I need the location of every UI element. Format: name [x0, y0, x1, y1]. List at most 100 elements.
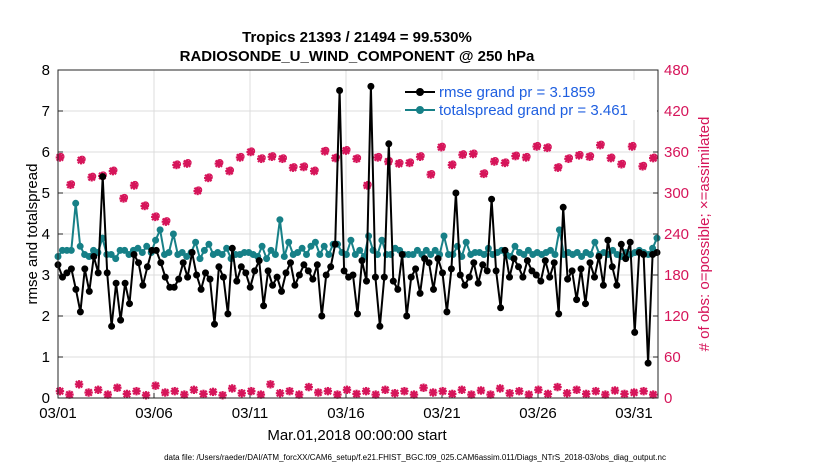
obs-assimilated-marker: [140, 201, 149, 211]
rmse-point: [211, 320, 218, 328]
rmse-point: [202, 269, 209, 277]
rmse-point: [67, 265, 75, 273]
obs-assimilated-marker: [199, 389, 208, 399]
rmse-point: [367, 82, 375, 90]
y-tick-label-right: 240: [664, 226, 689, 243]
totalspread-point: [325, 251, 333, 258]
obs-assimilated-marker: [342, 385, 352, 394]
totalspread-point: [378, 236, 386, 244]
rmse-point: [483, 267, 491, 275]
obs-assimilated-marker: [511, 151, 520, 161]
obs-assimilated-marker: [66, 180, 75, 189]
obs-assimilated-marker: [180, 390, 189, 399]
obs-assimilated-marker: [256, 390, 266, 399]
obs-assimilated-marker: [267, 152, 277, 161]
rmse-point: [492, 267, 500, 275]
obs-assimilated-marker: [74, 380, 84, 389]
obs-assimilated-marker: [161, 217, 171, 226]
totalspread-point: [205, 240, 213, 248]
obs-assimilated-marker: [193, 186, 202, 196]
totalspread-point: [316, 251, 324, 258]
obs-assimilated-marker: [610, 386, 620, 395]
rmse-point: [170, 283, 178, 291]
rmse-point: [599, 281, 607, 289]
rmse-point: [617, 240, 625, 248]
y-tick-label-right: 180: [664, 267, 689, 284]
obs-assimilated-marker: [515, 386, 524, 396]
rmse-point: [595, 253, 603, 260]
obs-assimilated-marker: [172, 160, 181, 170]
rmse-point: [273, 273, 281, 281]
totalspread-point: [107, 251, 115, 258]
rmse-point: [608, 263, 616, 271]
rmse-point: [626, 238, 634, 246]
rmse-point: [532, 271, 540, 279]
obs-assimilated-marker: [629, 388, 639, 397]
obs-assimilated-marker: [438, 386, 447, 396]
rmse-point: [108, 322, 116, 330]
obs-assimilated-marker: [304, 382, 313, 392]
y-tick-label-left: 5: [42, 185, 50, 202]
rmse-point: [389, 277, 397, 285]
rmse-point: [537, 277, 545, 285]
totalspread-point: [67, 246, 75, 254]
plot-frame: [57, 69, 659, 399]
totalspread-point: [409, 251, 417, 258]
rmse-point: [354, 310, 361, 318]
rmse-point: [523, 257, 531, 265]
rmse-point: [63, 269, 71, 277]
totalspread-point: [347, 236, 355, 244]
totalspread-point: [200, 246, 208, 254]
obs-assimilated-marker: [204, 173, 213, 183]
rmse-point: [264, 267, 272, 275]
totalspread-point: [653, 234, 661, 242]
obs-assimilated-marker: [333, 390, 342, 399]
rmse-point: [568, 267, 576, 275]
obs-assimilated-marker: [409, 390, 419, 399]
rmse-point: [443, 308, 451, 316]
y-tick-label-left: 2: [42, 308, 50, 325]
totalspread-point: [271, 251, 279, 258]
y-tick-label-right: 480: [664, 62, 689, 79]
totalspread-point: [511, 242, 519, 250]
obs-assimilated-marker: [543, 389, 553, 399]
obs-assimilated-marker: [426, 170, 435, 179]
rmse-point: [219, 273, 227, 281]
obs-assimilated-marker: [257, 154, 266, 164]
rmse-point: [233, 277, 241, 285]
obs-assimilated-marker: [437, 143, 446, 152]
obs-assimilated-marker: [638, 162, 647, 171]
obs-assimilated-marker: [65, 390, 74, 399]
rmse-point: [228, 244, 236, 252]
rmse-point: [425, 259, 433, 267]
obs-assimilated-marker: [84, 388, 93, 397]
obs-assimilated-marker: [309, 166, 319, 176]
obs-assimilated-marker: [596, 140, 605, 150]
rmse-point: [331, 240, 339, 248]
obs-assimilated-marker: [572, 385, 581, 394]
obs-assimilated-marker: [119, 194, 128, 203]
obs-assimilated-marker: [285, 386, 294, 396]
tick-labels: 0 1 2 3 4 5 6 7 8 0 60 120 180 240 300 360 420 480 03/01 03…: [39, 62, 689, 422]
totalspread-point: [320, 242, 328, 250]
obs-assimilated-marker: [132, 386, 141, 396]
chart-title: Tropics 21393 / 21494 = 99.530%: [242, 29, 472, 46]
totalspread-point: [427, 251, 435, 258]
rmse-point: [465, 273, 473, 281]
obs-assimilated-marker: [352, 389, 361, 399]
obs-assimilated-marker: [428, 388, 438, 397]
obs-assimilated-marker: [381, 385, 390, 394]
obs-assimilated-marker: [323, 386, 333, 396]
totalspread-point: [223, 244, 231, 252]
totalspread-point: [591, 238, 599, 246]
totalspread-point: [165, 249, 173, 256]
rmse-point: [461, 281, 469, 289]
rmse-point: [157, 259, 165, 267]
rmse-point: [139, 281, 147, 289]
obs-assimilated-marker: [266, 380, 275, 389]
rmse-point: [541, 257, 549, 265]
totalspread-point: [134, 244, 142, 252]
rmse-point: [291, 281, 299, 289]
totalspread-point: [351, 251, 359, 258]
